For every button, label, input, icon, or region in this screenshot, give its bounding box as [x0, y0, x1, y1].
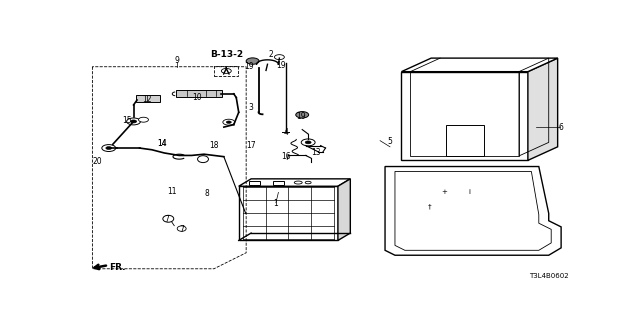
Bar — [410, 72, 519, 156]
Ellipse shape — [198, 156, 209, 163]
Text: 19: 19 — [244, 62, 253, 71]
Text: 19: 19 — [276, 61, 285, 70]
Circle shape — [305, 141, 311, 144]
Text: 13: 13 — [311, 148, 321, 157]
Bar — [273, 180, 284, 185]
Polygon shape — [338, 179, 350, 240]
Text: 10: 10 — [192, 93, 202, 102]
Text: 20: 20 — [93, 157, 102, 166]
Bar — [249, 180, 260, 185]
Circle shape — [227, 121, 231, 124]
Circle shape — [127, 118, 141, 125]
Text: 14: 14 — [157, 139, 166, 148]
Text: 18: 18 — [209, 141, 219, 150]
Text: 4: 4 — [284, 128, 288, 137]
Polygon shape — [239, 179, 350, 186]
Polygon shape — [401, 58, 557, 72]
Ellipse shape — [177, 226, 186, 231]
Circle shape — [296, 112, 308, 118]
Text: 19: 19 — [296, 111, 305, 121]
Text: 5: 5 — [388, 137, 392, 146]
Circle shape — [138, 117, 148, 122]
Text: 9: 9 — [174, 56, 179, 65]
Circle shape — [223, 119, 235, 125]
Text: 1: 1 — [273, 199, 278, 208]
Bar — [214, 66, 238, 76]
FancyBboxPatch shape — [136, 95, 161, 102]
Circle shape — [221, 68, 231, 73]
Text: 15: 15 — [122, 116, 132, 125]
Text: 2: 2 — [269, 50, 273, 59]
Text: 3: 3 — [249, 103, 253, 112]
Bar — [401, 72, 528, 160]
Bar — [239, 186, 338, 240]
Text: i: i — [468, 188, 470, 195]
Text: 8: 8 — [204, 189, 209, 198]
Text: T3L4B0602: T3L4B0602 — [529, 273, 568, 279]
Text: 7: 7 — [164, 215, 169, 224]
Polygon shape — [385, 166, 561, 255]
Circle shape — [246, 58, 259, 64]
Ellipse shape — [305, 181, 311, 184]
Circle shape — [106, 147, 112, 149]
Text: 11: 11 — [167, 187, 177, 196]
Circle shape — [301, 139, 315, 146]
Text: 16: 16 — [281, 152, 291, 161]
Text: FR.: FR. — [109, 262, 125, 272]
Text: +: + — [442, 188, 447, 195]
Text: 6: 6 — [559, 123, 564, 132]
Polygon shape — [528, 58, 557, 160]
Text: †: † — [428, 204, 431, 209]
Circle shape — [275, 55, 284, 60]
Circle shape — [102, 145, 116, 151]
FancyBboxPatch shape — [176, 90, 222, 97]
Text: 17: 17 — [246, 141, 256, 150]
Ellipse shape — [163, 215, 173, 222]
Text: 12: 12 — [142, 95, 152, 105]
Bar — [445, 125, 484, 156]
Ellipse shape — [294, 181, 302, 184]
Text: 14: 14 — [157, 139, 166, 148]
Circle shape — [131, 120, 136, 123]
Text: 7: 7 — [179, 225, 184, 234]
Text: B-13-2: B-13-2 — [210, 50, 243, 59]
